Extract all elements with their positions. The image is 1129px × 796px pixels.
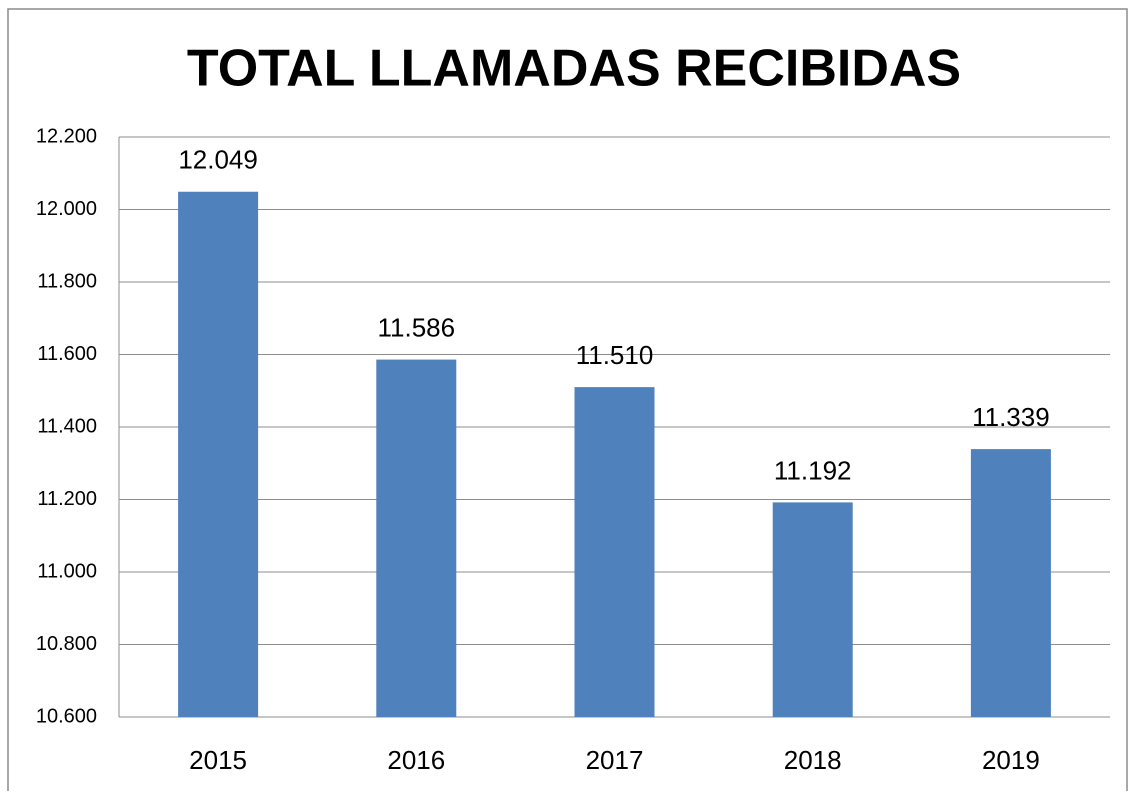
value-label: 11.339	[972, 402, 1050, 432]
y-tick-label: 11.000	[37, 560, 97, 582]
y-tick-label: 12.000	[36, 198, 97, 220]
bar	[772, 502, 853, 717]
y-tick-label: 11.600	[37, 343, 97, 365]
x-tick-label: 2016	[387, 745, 445, 775]
value-label: 11.586	[378, 312, 456, 342]
y-tick-label: 11.200	[37, 488, 97, 510]
x-tick-label: 2015	[189, 745, 247, 775]
chart-border	[7, 8, 1128, 796]
y-tick-label: 11.800	[37, 270, 97, 292]
bar	[376, 359, 457, 717]
x-tick-label: 2018	[784, 745, 842, 775]
bar	[574, 387, 655, 717]
bar	[178, 191, 259, 718]
chart-title: TOTAL LLAMADAS RECIBIDAS	[187, 40, 961, 98]
x-tick-label: 2019	[982, 745, 1040, 775]
y-tick-label: 11.400	[37, 415, 97, 437]
value-label: 11.510	[576, 340, 654, 370]
y-tick-label: 10.600	[36, 705, 97, 727]
y-tick-label: 12.200	[36, 125, 97, 147]
y-tick-label: 10.800	[36, 633, 97, 655]
x-tick-label: 2017	[586, 745, 644, 775]
bar	[970, 449, 1051, 717]
value-label: 11.192	[774, 455, 852, 485]
value-label: 12.049	[178, 145, 258, 175]
